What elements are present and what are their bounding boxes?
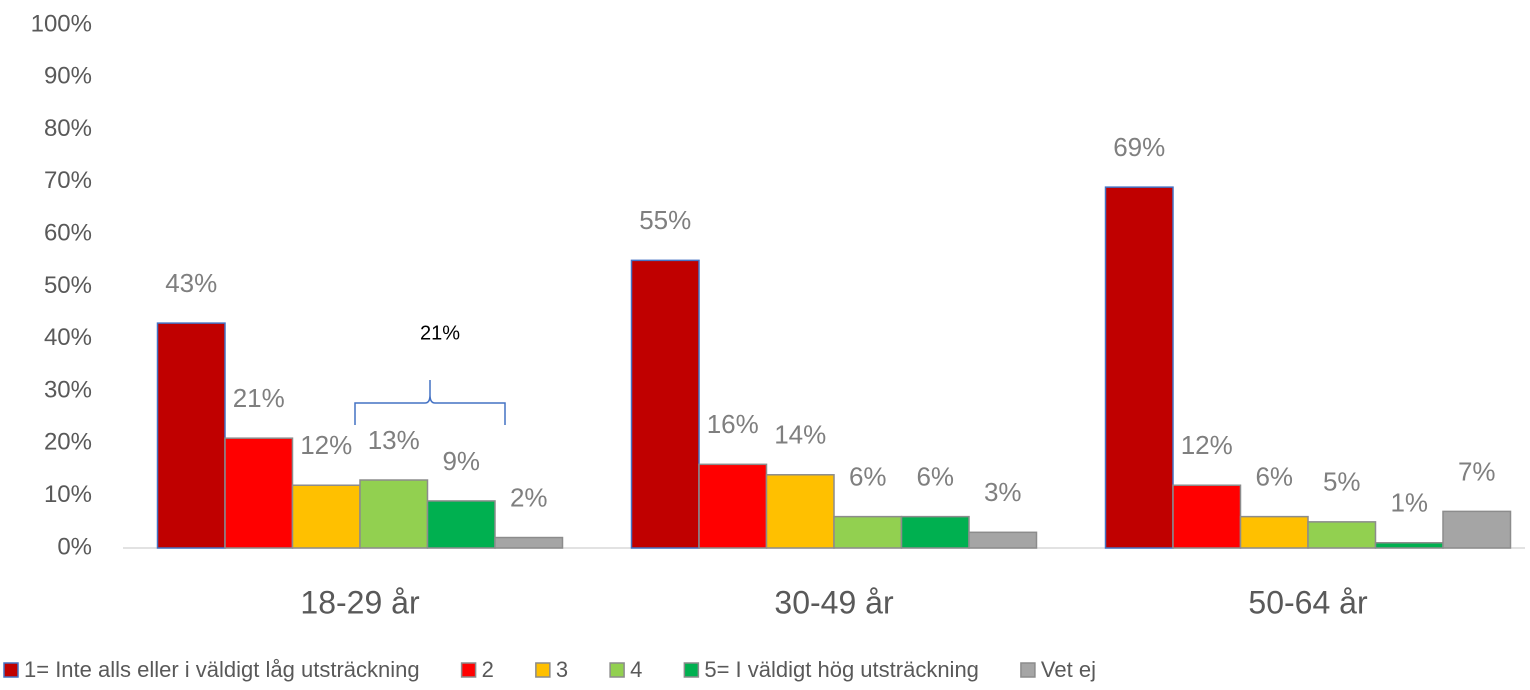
- bar: [900, 515, 970, 549]
- y-tick-label: 90%: [44, 63, 92, 90]
- y-tick-label: 20%: [44, 429, 92, 456]
- bar: [224, 437, 294, 549]
- legend-swatch: [683, 662, 700, 678]
- data-label: 1%: [1390, 488, 1428, 518]
- bar: [698, 463, 768, 549]
- y-tick-label: 100%: [31, 10, 92, 37]
- data-label: 6%: [849, 461, 887, 491]
- x-tick-label: 30-49 år: [774, 584, 894, 620]
- legend-swatch: [460, 662, 477, 678]
- data-label: 14%: [774, 420, 826, 450]
- bar: [156, 322, 226, 549]
- legend-label: 5= I väldigt hög utsträckning: [704, 657, 979, 682]
- data-label: 6%: [1255, 461, 1293, 491]
- data-label: 2%: [510, 482, 548, 512]
- x-tick-label: 18-29 år: [300, 584, 420, 620]
- legend-label: 1= Inte alls eller i väldigt låg utsträc…: [24, 657, 420, 682]
- legend-swatch: [609, 662, 625, 678]
- y-tick-label: 60%: [44, 220, 92, 247]
- data-label: 6%: [916, 461, 954, 491]
- bar: [1104, 186, 1174, 549]
- legend-label: 2: [482, 657, 494, 682]
- bar: [1239, 515, 1309, 549]
- y-tick-label: 40%: [44, 324, 92, 351]
- bar: [426, 500, 496, 549]
- bar: [1307, 521, 1377, 549]
- data-label: 12%: [300, 430, 352, 460]
- bar: [968, 531, 1038, 549]
- data-label: 16%: [707, 409, 759, 439]
- bar: [1172, 484, 1242, 549]
- bar: [765, 474, 835, 549]
- y-tick-label: 50%: [44, 272, 92, 299]
- legend-label: 4: [630, 657, 642, 682]
- y-tick-label: 30%: [44, 376, 92, 403]
- data-label: 12%: [1181, 430, 1233, 460]
- data-label: 9%: [442, 446, 480, 476]
- data-label: 5%: [1323, 467, 1361, 497]
- x-tick-label: 50-64 år: [1248, 584, 1368, 620]
- bar: [833, 515, 903, 549]
- legend-label: Vet ej: [1041, 657, 1096, 682]
- y-tick-label: 0%: [57, 533, 92, 560]
- legend-swatch: [1020, 662, 1036, 678]
- annotation: 21%: [420, 322, 460, 344]
- legend-swatch: [535, 662, 551, 678]
- data-label: 43%: [165, 268, 217, 298]
- bar: [1374, 542, 1444, 549]
- bar: [359, 479, 429, 549]
- legend-label: 3: [556, 657, 568, 682]
- bar: [291, 484, 361, 549]
- legend-swatch: [3, 662, 19, 678]
- data-label: 21%: [233, 383, 285, 413]
- y-tick-label: 70%: [44, 167, 92, 194]
- brace: [354, 380, 506, 425]
- data-label: 13%: [368, 425, 420, 455]
- bar: [494, 536, 564, 549]
- y-tick-label: 10%: [44, 481, 92, 508]
- data-label: 69%: [1113, 132, 1165, 162]
- bar: [630, 259, 700, 549]
- data-label: 3%: [984, 477, 1022, 507]
- bar: [1442, 510, 1512, 549]
- y-tick-label: 80%: [44, 115, 92, 142]
- data-label: 55%: [639, 205, 691, 235]
- data-label: 7%: [1458, 456, 1496, 486]
